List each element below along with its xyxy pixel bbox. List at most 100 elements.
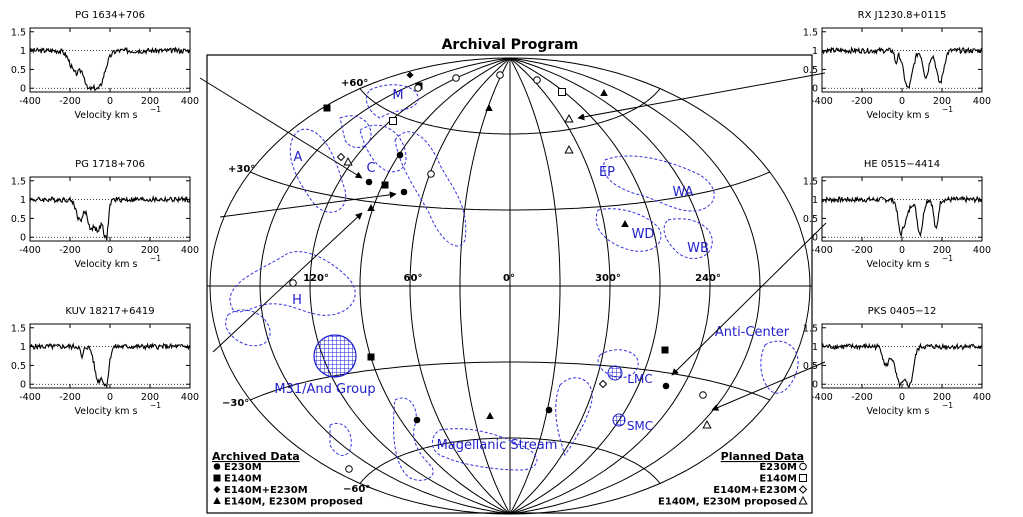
marker-open-triangle <box>798 495 808 505</box>
x-tick-label: 200 <box>933 245 951 256</box>
marker-filled-square <box>661 346 669 354</box>
y-tick-label: 0.5 <box>11 65 26 76</box>
connector-arrow <box>577 72 826 121</box>
x-axis-label: Velocity km s <box>866 406 929 417</box>
region-label: M31/And Group <box>274 382 375 397</box>
marker-filled-triangle <box>621 220 629 227</box>
marker-filled-square <box>381 181 389 189</box>
x-axis-label: Velocity km s <box>74 406 137 417</box>
y-tick-label: 0 <box>20 233 26 244</box>
x-tick-label: 400 <box>973 245 991 256</box>
spectrum-title: PG 1634+706 <box>75 10 145 21</box>
region-label: WA <box>672 185 693 200</box>
legend-planned-item: E230M <box>759 462 797 473</box>
marker-filled-circle <box>213 463 221 470</box>
y-tick-label: 1 <box>20 342 26 353</box>
legends: Archived DataE230ME140ME140M+E230ME140M,… <box>212 450 808 508</box>
hvc-region-outline <box>339 115 372 148</box>
region-label: C <box>366 161 375 176</box>
y-tick-label: 1 <box>812 46 818 57</box>
y-tick-label: 0 <box>812 233 818 244</box>
marker-open-circle <box>427 170 435 178</box>
x-axis-label-exponent: −1 <box>942 401 953 410</box>
smc-disk <box>612 413 626 427</box>
longitude-label: 120° <box>303 273 329 284</box>
latitude-label: +60° <box>341 78 368 89</box>
marker-open-diamond <box>598 379 608 389</box>
x-tick-label: 200 <box>933 392 951 403</box>
marker-filled-triangle <box>485 104 493 111</box>
y-tick-label: 0 <box>20 84 26 95</box>
x-tick-label: -200 <box>851 245 873 256</box>
hvc-region-outline <box>365 84 419 119</box>
marker-open-diamond <box>798 485 808 494</box>
x-tick-label: -200 <box>851 96 873 107</box>
marker-open-circle <box>496 71 504 79</box>
marker-open-circle <box>414 84 422 92</box>
marker-open-circle <box>699 391 707 399</box>
x-tick-label: 400 <box>181 392 199 403</box>
y-tick-label: 0.5 <box>803 361 818 372</box>
legend-archived-item: E140M+E230M <box>224 485 308 496</box>
marker-open-circle <box>452 74 460 82</box>
x-tick-label: 200 <box>933 96 951 107</box>
y-tick-label: 1.5 <box>11 27 26 38</box>
map-grid <box>207 57 812 515</box>
spectrum-frame <box>29 323 191 389</box>
marker-open-triangle <box>343 156 353 166</box>
y-tick-label: 0 <box>812 380 818 391</box>
region-label: WB <box>687 241 709 256</box>
connector-arrow <box>219 191 397 218</box>
y-tick-label: 1 <box>20 195 26 206</box>
spectrum-title: RX J1230.8+0115 <box>858 10 947 21</box>
x-tick-label: 0 <box>107 245 113 256</box>
x-tick-label: -200 <box>59 392 81 403</box>
marker-filled-circle <box>662 382 670 390</box>
x-tick-label: -200 <box>59 245 81 256</box>
lmc-disk <box>607 365 623 381</box>
parallel-line <box>250 171 770 211</box>
longitude-label: 300° <box>595 273 621 284</box>
hvc-region-outline <box>760 340 799 394</box>
longitude-label: 0° <box>503 273 515 284</box>
x-tick-label: 400 <box>973 96 991 107</box>
hvc-region-outline <box>392 397 434 481</box>
marker-open-square <box>389 117 397 125</box>
hvc-regions <box>225 84 799 481</box>
marker-filled-circle <box>400 188 408 196</box>
hvc-region-outline <box>359 124 407 173</box>
hvc-region-outline <box>225 309 271 347</box>
marker-filled-diamond <box>213 486 221 493</box>
longitude-label: 240° <box>695 273 721 284</box>
marker-open-square <box>558 88 566 96</box>
sky-map: +60° +30° −30° −60° 120° 60° 0° 300° 240° M A C EP WA… <box>199 57 827 515</box>
connector-arrow <box>199 77 363 179</box>
y-tick-label: 0.5 <box>803 65 818 76</box>
x-tick-label: -400 <box>19 96 41 107</box>
y-tick-label: 1.5 <box>803 27 818 38</box>
y-tick-label: 0 <box>20 380 26 391</box>
legend-archived-title: Archived Data <box>212 450 300 463</box>
hvc-region-outline <box>394 131 467 247</box>
hvc-region-outline <box>597 349 639 378</box>
marker-filled-triangle <box>367 204 375 211</box>
y-tick-label: 0.5 <box>11 214 26 225</box>
marker-filled-circle <box>365 178 373 186</box>
x-tick-label: -400 <box>811 392 833 403</box>
x-tick-label: -400 <box>811 245 833 256</box>
spectrum-title: KUV 18217+6419 <box>65 306 154 317</box>
spectrum-frame <box>821 27 983 93</box>
region-label: Magellanic Stream <box>437 438 558 453</box>
x-tick-label: 400 <box>181 96 199 107</box>
marker-open-circle <box>799 462 807 471</box>
x-tick-label: 400 <box>973 392 991 403</box>
marker-filled-diamond <box>406 71 414 79</box>
x-tick-label: 0 <box>899 245 905 256</box>
spectrum-title: HE 0515−4414 <box>864 159 940 170</box>
spectrum-frame <box>29 27 191 93</box>
